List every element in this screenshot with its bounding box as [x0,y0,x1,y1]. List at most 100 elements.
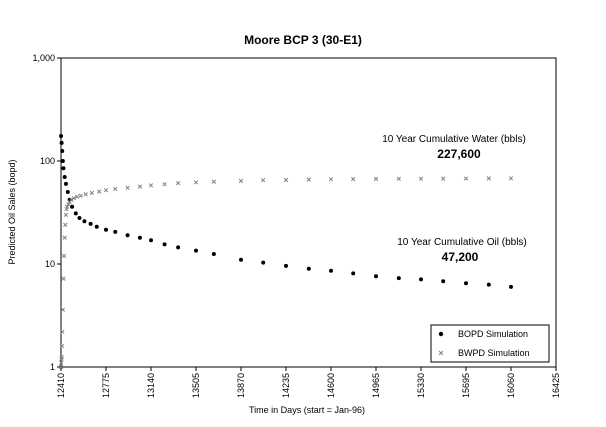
point-0-20 [162,242,167,247]
x-tick-label-8: 15330 [416,373,426,398]
chart-title: Moore BCP 3 (30-E1) [244,33,362,47]
point-1-34 [283,177,289,183]
point-1-44 [508,176,514,181]
point-0-0 [59,133,63,138]
point-0-4 [61,166,66,171]
point-1-6 [60,307,66,312]
point-1-21 [89,190,94,196]
point-1-37 [351,176,356,182]
point-1-23 [103,188,109,193]
legend: BOPD Simulation BWPD Simulation [430,324,550,363]
point-0-34 [464,281,468,286]
oil-annotation-value: 47,200 [442,250,479,264]
point-1-38 [373,176,379,182]
point-1-35 [306,177,311,182]
x-tick-label-11: 16425 [551,373,561,398]
point-1-8 [61,253,67,258]
point-0-23 [211,252,216,257]
point-0-18 [137,235,142,240]
point-1-20 [83,192,88,197]
point-0-22 [194,248,198,253]
point-1-39 [396,176,401,181]
point-0-1 [59,140,64,145]
point-1-18 [74,194,80,199]
point-0-30 [374,274,378,279]
point-1-27 [148,183,154,188]
x-axis-label: Time in Days (start = Jan-96) [249,405,365,415]
x-tick-label-3: 13505 [191,373,201,398]
x-tick-label-5: 14235 [281,373,291,398]
point-0-32 [419,277,423,282]
point-1-9 [62,235,67,240]
point-1-28 [162,182,167,187]
point-0-28 [329,268,333,273]
point-0-5 [62,174,67,179]
point-0-26 [284,263,288,268]
point-1-17 [71,196,77,201]
legend-marker-bopd [438,331,444,337]
point-1-13 [65,204,70,209]
point-1-25 [125,185,130,190]
point-1-33 [261,178,266,183]
point-0-14 [94,224,99,229]
point-1-43 [486,176,491,181]
legend-label-bopd: BOPD Simulation [458,329,528,339]
point-0-24 [239,257,243,262]
point-1-30 [193,180,199,185]
y-axis-label: Predicted Oil Sales (bopd) [7,159,17,264]
oil-annotation-label: 10 Year Cumulative Oil (bbls) [397,237,527,248]
point-1-5 [60,329,65,334]
x-tick-label-10: 16060 [506,373,516,398]
point-0-36 [509,284,513,289]
x-tick-label-6: 14600 [326,373,336,398]
point-0-21 [176,245,181,250]
series-1 [58,176,514,370]
point-0-3 [60,159,65,163]
point-1-41 [441,176,446,181]
point-1-3 [59,354,64,360]
point-0-15 [104,227,108,232]
y-tick-label-1: 10 [45,259,55,269]
point-0-12 [82,219,87,224]
point-0-13 [88,221,93,226]
series-0 [59,133,513,289]
point-1-7 [61,276,66,281]
point-0-31 [396,276,401,281]
point-1-4 [59,343,65,349]
point-0-6 [63,181,68,186]
point-0-17 [125,233,130,238]
water-annotation-value: 227,600 [437,147,481,161]
point-1-11 [63,212,69,218]
point-0-7 [65,190,70,195]
point-0-29 [351,271,356,276]
point-1-36 [328,177,334,182]
x-tick-label-7: 14965 [371,373,381,398]
point-0-2 [60,149,65,154]
water-annotation-label: 10 Year Cumulative Water (bbls) [382,134,526,145]
point-1-10 [63,222,68,227]
x-axis: 12410 12775 13140 13505 13870 14235 14600 14965… [56,367,561,398]
point-1-31 [211,179,217,184]
x-tick-label-1: 12775 [101,373,111,398]
x-tick-label-0: 12410 [56,373,66,398]
legend-label-bwpd: BWPD Simulation [458,348,530,358]
point-1-24 [113,186,118,192]
point-1-22 [97,189,102,194]
point-0-27 [306,266,311,271]
point-0-33 [441,279,446,284]
point-1-0 [58,364,64,370]
point-1-19 [78,193,83,198]
y-tick-label-3: 1,000 [32,53,55,63]
plot-area [60,57,557,368]
point-1-14 [66,202,71,207]
point-1-42 [463,176,469,181]
point-0-16 [113,229,118,234]
point-1-29 [175,180,181,186]
legend-box [430,324,550,363]
legend-marker-bwpd [438,350,444,356]
point-0-35 [486,282,491,287]
point-0-19 [149,238,153,243]
point-0-9 [70,204,75,209]
y-tick-label-0: 1 [50,362,55,372]
